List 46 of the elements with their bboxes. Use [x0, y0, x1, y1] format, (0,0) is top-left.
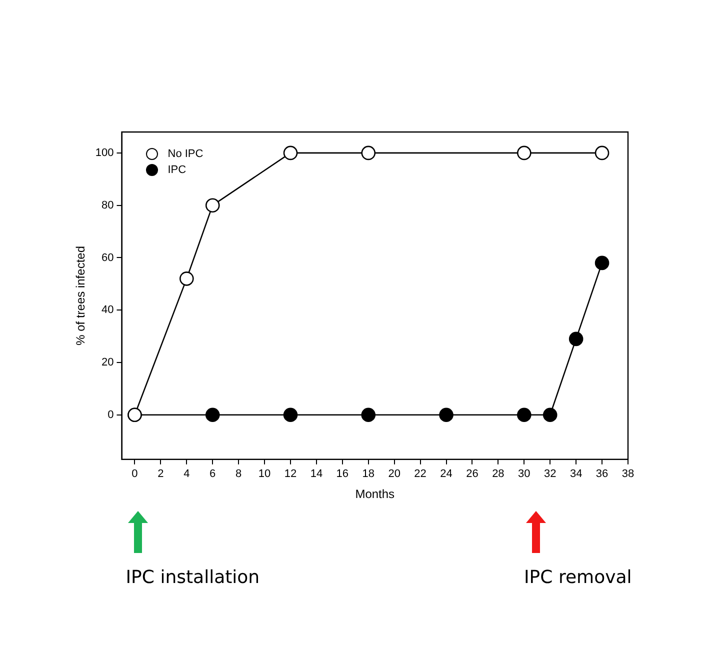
x-tick-label: 22	[414, 468, 426, 480]
point	[283, 146, 298, 160]
point	[439, 408, 454, 422]
point	[361, 408, 376, 422]
point	[517, 408, 532, 422]
x-tick-label: 34	[570, 468, 582, 480]
x-tick-label: 18	[362, 468, 375, 480]
point	[594, 256, 610, 270]
point	[205, 198, 220, 212]
x-tick-label: 6	[210, 468, 216, 480]
point	[542, 408, 558, 422]
x-tick-label: 24	[440, 468, 452, 480]
x-tick-label: 16	[336, 468, 349, 480]
x-tick-label: 10	[258, 468, 271, 480]
x-tick-label: 38	[622, 468, 634, 480]
y-tick-label: 80	[102, 199, 114, 212]
y-tick-label: 0	[108, 408, 114, 421]
x-tick-label: 14	[310, 468, 323, 480]
point	[361, 146, 376, 160]
text: IPC installation	[126, 567, 260, 588]
x-tick-label: 2	[158, 468, 164, 480]
x-tick-label: 30	[518, 468, 530, 480]
point	[205, 408, 220, 422]
y-tick-label: 40	[102, 304, 114, 316]
point	[517, 146, 532, 160]
y-tick-label: 100	[95, 146, 114, 159]
point	[180, 272, 194, 286]
point	[283, 408, 298, 422]
legend-label: No IPC	[168, 147, 204, 162]
y-tick-label: 60	[102, 252, 114, 264]
x-tick-label: 36	[596, 468, 608, 480]
x-tick-label: 20	[388, 468, 400, 480]
x-tick-label: 12	[284, 468, 297, 480]
legend-label: IPC	[168, 163, 186, 178]
y-tick-label: 20	[102, 356, 114, 369]
x-tick-label: 8	[236, 468, 242, 480]
text: IPC removal	[524, 567, 632, 588]
x-tick-label: 4	[184, 468, 190, 480]
y-axis-title: % of trees infected	[74, 246, 88, 346]
x-tick-label: 26	[466, 468, 478, 480]
point	[594, 146, 610, 160]
x-tick-label: 28	[492, 468, 504, 480]
point	[568, 332, 584, 346]
x-axis-title: Months	[355, 487, 395, 502]
x-tick-label: 32	[544, 468, 556, 480]
x-tick-label: 0	[132, 468, 138, 480]
